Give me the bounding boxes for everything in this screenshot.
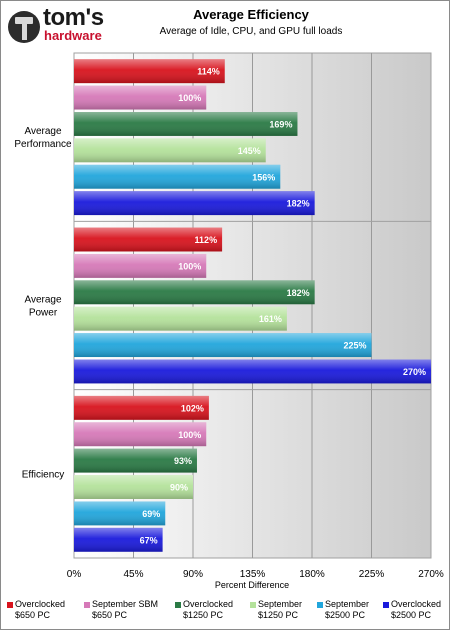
bar-value-label: 114%	[197, 67, 220, 77]
x-tick-label: 225%	[359, 569, 385, 580]
bar-shine	[74, 280, 315, 305]
bar-shine	[74, 359, 431, 384]
bar-shine	[74, 527, 163, 552]
bar-value-label: 100%	[178, 430, 201, 440]
bar-chart: 114% 100% 169% 145% 156% 182% 112% 100% 182% 161%…	[14, 52, 444, 590]
bar-value-label: 93%	[174, 456, 192, 466]
x-tick-label: 90%	[183, 569, 203, 580]
legend-label: Overclocked $1250 PC	[183, 599, 234, 620]
legend-swatch	[84, 602, 90, 608]
bar-shine	[74, 164, 281, 189]
hammer-logo-icon	[8, 11, 40, 43]
bar-shine	[74, 422, 207, 447]
category-label: Average Performance	[14, 126, 72, 150]
bar-value-label: 145%	[238, 146, 261, 156]
legend-swatch	[317, 602, 323, 608]
bar-shine	[74, 475, 193, 499]
legend-swatch	[7, 602, 13, 608]
bar-shine	[74, 85, 207, 110]
legend-swatch	[250, 602, 256, 608]
bar-value-label: 102%	[181, 403, 204, 413]
x-tick-label: 180%	[299, 569, 325, 580]
bar-value-label: 112%	[195, 235, 218, 245]
bar-value-label: 69%	[142, 509, 160, 519]
bar-shine	[74, 333, 372, 358]
legend-label: Overclocked $650 PC	[15, 599, 66, 620]
legend-swatch	[383, 602, 389, 608]
bar-value-label: 100%	[178, 261, 201, 271]
bar-value-label: 182%	[287, 199, 310, 209]
x-tick-label: 270%	[418, 569, 444, 580]
legend-label: Overclocked $2500 PC	[391, 599, 442, 620]
bar-shine	[74, 59, 225, 84]
legend-label: September $1250 PC	[258, 599, 303, 620]
bar-value-label: 100%	[178, 93, 201, 103]
x-axis-title: Percent Difference	[215, 580, 289, 590]
legend-label: September $2500 PC	[325, 599, 370, 620]
bar-value-label: 225%	[343, 341, 366, 351]
logo-wordmark: tom's	[43, 4, 104, 31]
legend-swatch	[175, 602, 181, 608]
legend: Overclocked $650 PC September SBM $650 PC Ov…	[7, 599, 447, 627]
chart-title: Average Efficiency	[193, 7, 309, 22]
x-tick-label: 135%	[240, 569, 266, 580]
legend-label: September SBM $650 PC	[92, 599, 159, 620]
bar-shine	[74, 395, 209, 420]
bar-shine	[74, 227, 223, 252]
x-tick-label: 0%	[67, 569, 82, 580]
bar-value-label: 90%	[170, 483, 188, 493]
bar-shine	[74, 191, 315, 216]
logo-subword: hardware	[44, 28, 102, 43]
bar-shine	[74, 112, 298, 136]
bar-value-label: 161%	[259, 314, 282, 324]
bar-value-label: 67%	[140, 535, 158, 545]
bar-shine	[74, 306, 287, 331]
logo: tom's hardware	[7, 4, 127, 48]
bar-shine	[74, 501, 166, 526]
bar-value-label: 270%	[403, 367, 426, 377]
bar-value-label: 156%	[252, 172, 275, 182]
bar-value-label: 182%	[287, 288, 310, 298]
bar-shine	[74, 253, 207, 278]
bar-value-label: 169%	[269, 119, 292, 129]
bar-shine	[74, 448, 197, 473]
chart-subtitle: Average of Idle, CPU, and GPU full loads	[159, 26, 343, 37]
category-label: Average Power	[24, 295, 62, 319]
x-tick-label: 45%	[123, 569, 143, 580]
category-label: Efficiency	[22, 469, 65, 480]
bar-shine	[74, 138, 266, 163]
